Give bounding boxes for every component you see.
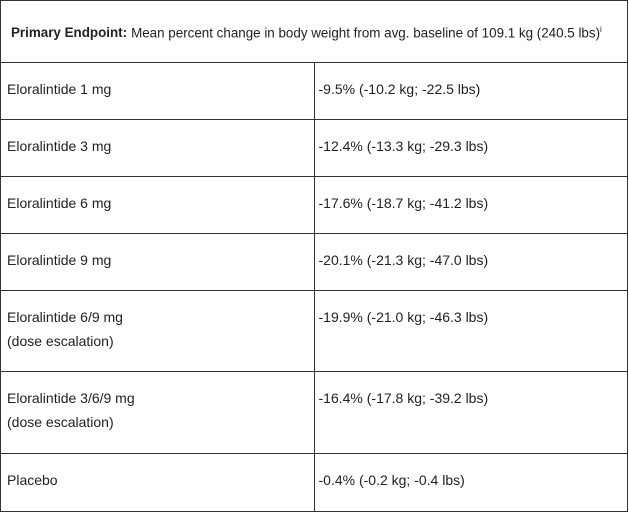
name-line: Eloralintide 9 mg: [7, 252, 112, 268]
table-row: Eloralintide 9 mg -20.1% (-21.3 kg; -47.0…: [0, 233, 628, 291]
header-row: Primary Endpoint: Mean percent change in …: [0, 0, 628, 63]
result-cell: -0.4% (-0.2 kg; -0.4 lbs): [313, 453, 628, 512]
header-label: Primary Endpoint:: [11, 25, 128, 41]
name-line: (dose escalation): [7, 333, 114, 349]
name-cell: Eloralintide 6 mg: [0, 176, 315, 234]
result-cell: -9.5% (-10.2 kg; -22.5 lbs): [313, 62, 628, 120]
name-line: Eloralintide 6 mg: [7, 195, 112, 211]
result-cell: -19.9% (-21.0 kg; -46.3 lbs): [313, 290, 628, 372]
name-line: Eloralintide 6/9 mg: [7, 309, 123, 325]
name-cell: Eloralintide 6/9 mg (dose escalation): [0, 290, 315, 372]
name-cell: Eloralintide 3/6/9 mg (dose escalation): [0, 371, 315, 454]
table-row: Eloralintide 3 mg -12.4% (-13.3 kg; -29.3…: [0, 119, 628, 177]
header-cell: Primary Endpoint: Mean percent change in …: [0, 0, 628, 63]
table-row: Eloralintide 3/6/9 mg (dose escalation) -1…: [0, 371, 628, 454]
name-line: Eloralintide 3/6/9 mg: [7, 390, 135, 406]
result-cell: -12.4% (-13.3 kg; -29.3 lbs): [313, 119, 628, 177]
table-row: Placebo -0.4% (-0.2 kg; -0.4 lbs): [0, 453, 628, 512]
header-text: Mean percent change in body weight from …: [131, 25, 601, 41]
result-cell: -20.1% (-21.3 kg; -47.0 lbs): [313, 233, 628, 291]
table-row: Eloralintide 6/9 mg (dose escalation) -19.…: [0, 290, 628, 372]
name-line: Placebo: [7, 472, 58, 488]
name-line: Eloralintide 3 mg: [7, 138, 112, 154]
name-cell: Eloralintide 3 mg: [0, 119, 315, 177]
name-cell: Eloralintide 1 mg: [0, 62, 315, 120]
table-row: Eloralintide 1 mg -9.5% (-10.2 kg; -22.5 …: [0, 62, 628, 120]
name-cell: Placebo: [0, 453, 315, 512]
footnote-mark: i: [600, 24, 602, 34]
table-row: Eloralintide 6 mg -17.6% (-18.7 kg; -41.2…: [0, 176, 628, 234]
result-cell: -17.6% (-18.7 kg; -41.2 lbs): [313, 176, 628, 234]
name-line: (dose escalation): [7, 414, 114, 430]
result-cell: -16.4% (-17.8 kg; -39.2 lbs): [313, 371, 628, 454]
name-cell: Eloralintide 9 mg: [0, 233, 315, 291]
name-line: Eloralintide 1 mg: [7, 81, 112, 97]
